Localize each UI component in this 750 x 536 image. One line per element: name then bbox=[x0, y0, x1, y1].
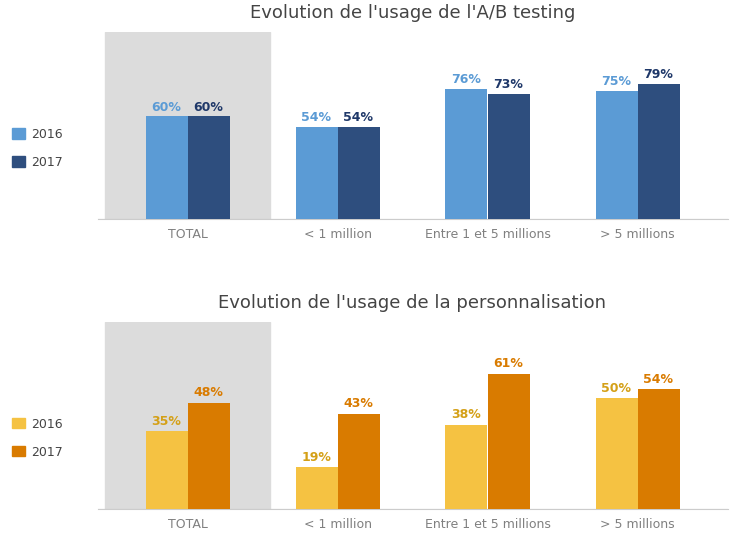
Bar bbox=[638, 84, 680, 219]
Text: 54%: 54% bbox=[344, 111, 374, 124]
Bar bbox=[105, 322, 270, 509]
Text: 76%: 76% bbox=[452, 73, 482, 86]
Text: 38%: 38% bbox=[452, 408, 482, 421]
Bar bbox=[338, 126, 380, 219]
Title: Evolution de l'usage de la personnalisation: Evolution de l'usage de la personnalisat… bbox=[218, 294, 607, 312]
Bar bbox=[146, 431, 188, 509]
Bar bbox=[446, 89, 488, 219]
Bar bbox=[188, 403, 230, 509]
Bar bbox=[596, 398, 638, 509]
Bar bbox=[146, 116, 188, 219]
Text: 75%: 75% bbox=[602, 75, 632, 88]
Bar bbox=[446, 425, 488, 509]
Bar bbox=[488, 94, 530, 219]
Bar bbox=[488, 374, 530, 509]
Bar bbox=[338, 414, 380, 509]
Text: 43%: 43% bbox=[344, 397, 374, 410]
Text: 79%: 79% bbox=[644, 68, 674, 81]
Text: 60%: 60% bbox=[194, 101, 224, 114]
Bar bbox=[296, 467, 338, 509]
Text: 61%: 61% bbox=[494, 358, 524, 370]
Text: 54%: 54% bbox=[302, 111, 332, 124]
Text: 35%: 35% bbox=[152, 415, 182, 428]
Text: 48%: 48% bbox=[194, 386, 224, 399]
Text: 54%: 54% bbox=[644, 373, 674, 386]
Bar bbox=[638, 389, 680, 509]
Text: 60%: 60% bbox=[152, 101, 182, 114]
Bar bbox=[296, 126, 338, 219]
Bar bbox=[596, 91, 638, 219]
Title: Evolution de l'usage de l'A/B testing: Evolution de l'usage de l'A/B testing bbox=[250, 4, 575, 23]
Text: 73%: 73% bbox=[494, 78, 524, 92]
Bar bbox=[105, 32, 270, 219]
Legend: 2016, 2017: 2016, 2017 bbox=[13, 418, 63, 459]
Text: 50%: 50% bbox=[602, 382, 632, 394]
Text: 19%: 19% bbox=[302, 451, 332, 464]
Legend: 2016, 2017: 2016, 2017 bbox=[13, 128, 63, 169]
Bar bbox=[188, 116, 230, 219]
